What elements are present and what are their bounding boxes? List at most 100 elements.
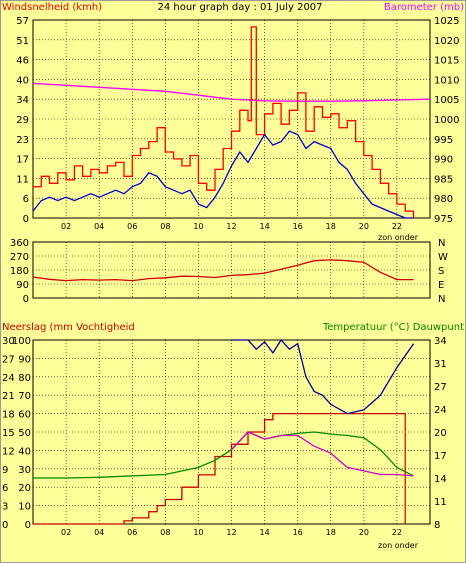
wind-ytick-7: 40: [16, 75, 29, 86]
temp-xtick-16: 16: [293, 528, 303, 537]
hum-ytick-6: 60: [18, 410, 31, 421]
temp-xtick-02: 02: [61, 528, 71, 537]
rain-ytick-6: 18: [2, 410, 15, 421]
wind-xtick-06: 06: [127, 222, 137, 231]
baro-ytick-8: 1015: [434, 56, 459, 67]
temp-xtick-14: 14: [259, 528, 269, 537]
dir-ytick-3: 270: [10, 252, 29, 263]
temp-ytick-3: 17: [434, 451, 447, 462]
wind-ytick-0: 0: [23, 214, 29, 225]
temp-ytick-1: 11: [434, 497, 447, 508]
wind-ytick-6: 34: [16, 95, 29, 106]
temp-xtick-08: 08: [160, 528, 170, 537]
series-barometer: [32, 82, 431, 102]
temp-xtick-20: 20: [359, 528, 369, 537]
wind-xtick-10: 10: [193, 222, 203, 231]
wind-xtick-08: 08: [160, 222, 170, 231]
dir-ytick-4: 360: [10, 238, 29, 249]
hum-ytick-8: 80: [18, 373, 31, 384]
dir-letter-4: N: [438, 294, 445, 305]
series-temperature: [33, 431, 414, 479]
wind-xtick-12: 12: [226, 222, 236, 231]
baro-ytick-4: 995: [434, 135, 453, 146]
baro-ytick-10: 1025: [434, 16, 459, 27]
hum-ytick-3: 30: [18, 465, 31, 476]
series-humidity: [231, 338, 415, 415]
chart-title: 24 hour graph day : 01 July 2007: [157, 2, 322, 13]
baro-ytick-6: 1005: [434, 95, 459, 106]
baro-ytick-5: 1000: [434, 115, 459, 126]
wind-xtick-20: 20: [359, 222, 369, 231]
dir-ytick-1: 90: [16, 280, 29, 291]
wind-ytick-4: 23: [16, 135, 29, 146]
series-wind-avg: [32, 130, 414, 219]
hum-ytick-4: 40: [18, 446, 31, 457]
temp-xtick-18: 18: [326, 528, 336, 537]
wind-ytick-3: 17: [16, 155, 29, 166]
temp-ytick-2: 14: [434, 474, 447, 485]
sunset-label-top: zon onder: [378, 233, 419, 242]
rain-ytick-5: 15: [2, 428, 15, 439]
series-rain: [33, 412, 406, 525]
series-dewpoint: [231, 431, 414, 477]
temp-xtick-10: 10: [193, 528, 203, 537]
baro-axis-label: Barometer (mb): [384, 2, 464, 13]
series-wind-gust: [33, 26, 415, 218]
rain-ytick-7: 21: [2, 391, 15, 402]
hum-ytick-0: 0: [25, 520, 31, 531]
wind-xtick-04: 04: [94, 222, 104, 231]
dir-letter-2: S: [438, 266, 444, 277]
hum-ytick-9: 90: [18, 354, 31, 365]
dir-letter-1: W: [438, 252, 448, 263]
dir-letter-3: E: [438, 280, 444, 291]
dir-ytick-0: 0: [23, 294, 29, 305]
baro-ytick-3: 990: [434, 155, 453, 166]
rain-ytick-8: 24: [2, 373, 15, 384]
series-wind-direction: [32, 259, 414, 282]
wind-ytick-10: 57: [16, 16, 29, 27]
rain-hum-axis-label: Neerslag (mm Vochtigheid: [2, 322, 135, 333]
baro-ytick-7: 1010: [434, 75, 459, 86]
temp-ytick-0: 8: [434, 520, 440, 531]
wind-ytick-8: 46: [16, 56, 29, 67]
temp-xtick-06: 06: [127, 528, 137, 537]
dir-ytick-2: 180: [10, 266, 29, 277]
rain-ytick-1: 3: [2, 502, 8, 513]
wind-ytick-2: 11: [16, 174, 29, 185]
hum-ytick-2: 20: [18, 483, 31, 494]
wind-axis-label: Windsnelheid (kmh): [2, 2, 102, 13]
temp-xtick-12: 12: [226, 528, 236, 537]
temp-xtick-04: 04: [94, 528, 104, 537]
wind-ytick-1: 6: [23, 194, 29, 205]
sunset-label-bottom: zon onder: [378, 541, 419, 550]
rain-ytick-0: 0: [2, 520, 8, 531]
hum-ytick-1: 10: [18, 502, 31, 513]
wind-ytick-5: 29: [16, 115, 29, 126]
wind-xtick-16: 16: [293, 222, 303, 231]
hum-ytick-10: 100: [12, 336, 31, 347]
rain-ytick-9: 27: [2, 354, 15, 365]
hum-ytick-5: 50: [18, 428, 31, 439]
rain-ytick-3: 9: [2, 465, 8, 476]
hum-ytick-7: 70: [18, 391, 31, 402]
baro-ytick-9: 1020: [434, 36, 459, 47]
dir-letter-0: N: [438, 238, 445, 249]
rain-ytick-10: 30: [2, 336, 15, 347]
temp-ytick-4: 20: [434, 428, 447, 439]
wind-xtick-02: 02: [61, 222, 71, 231]
temp-ytick-6: 27: [434, 382, 447, 393]
rain-ytick-4: 12: [2, 446, 15, 457]
wind-xtick-22: 22: [392, 222, 402, 231]
wind-ytick-9: 51: [16, 36, 29, 47]
baro-ytick-0: 975: [434, 214, 453, 225]
baro-ytick-2: 985: [434, 174, 453, 185]
temp-ytick-7: 31: [434, 359, 447, 370]
temp-xtick-22: 22: [392, 528, 402, 537]
temp-ytick-8: 34: [434, 336, 447, 347]
wind-xtick-18: 18: [326, 222, 336, 231]
temp-ytick-5: 24: [434, 405, 447, 416]
rain-ytick-2: 6: [2, 483, 8, 494]
wind-xtick-14: 14: [259, 222, 269, 231]
